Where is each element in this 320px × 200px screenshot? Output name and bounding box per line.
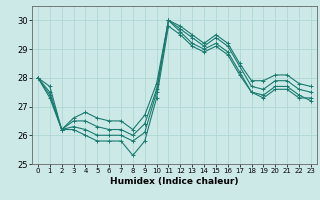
X-axis label: Humidex (Indice chaleur): Humidex (Indice chaleur): [110, 177, 239, 186]
